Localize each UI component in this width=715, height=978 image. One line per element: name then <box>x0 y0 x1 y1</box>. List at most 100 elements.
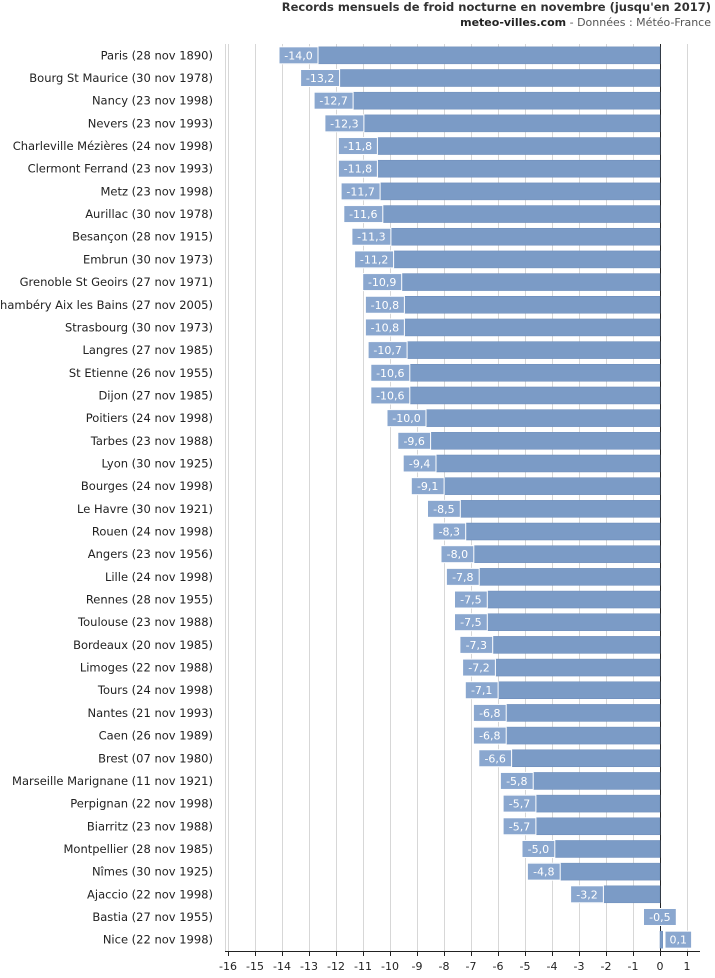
category-label: Biarritz (23 nov 1988) <box>87 819 213 833</box>
data-label-box <box>351 227 392 246</box>
data-label-box <box>362 273 403 292</box>
data-label-box <box>364 295 405 314</box>
data-label-box <box>570 885 604 904</box>
category-label: Langres (27 nov 1985) <box>82 343 213 357</box>
bar <box>430 500 661 518</box>
category-label: Nîmes (30 nov 1925) <box>92 865 213 879</box>
data-label: -10,0 <box>392 412 420 425</box>
data-label-box <box>472 726 507 745</box>
bar <box>457 590 661 609</box>
category-label: Brest (07 nov 1980) <box>98 751 213 765</box>
category-label: Lille (24 nov 1998) <box>105 570 213 584</box>
bar <box>443 545 661 563</box>
data-label-box <box>664 930 693 949</box>
data-label: -6,6 <box>484 752 505 765</box>
data-label-box <box>643 907 677 926</box>
data-label-box <box>300 69 341 88</box>
category-label: Nancy (23 nov 1998) <box>92 94 213 108</box>
category-label: Ajaccio (22 nov 1998) <box>87 887 213 901</box>
category-label: Grenoble St Geoirs (27 nov 1971) <box>20 275 213 289</box>
category-label: Perpignan (22 nov 1998) <box>70 797 213 811</box>
data-label-box <box>386 409 427 428</box>
bar <box>373 386 661 405</box>
category-label: Metz (23 nov 1998) <box>100 184 213 198</box>
category-label: Nice (22 nov 1998) <box>103 933 213 947</box>
data-label: -7,1 <box>471 684 492 697</box>
category-label: Chambéry Aix les Bains (27 nov 2005) <box>0 298 213 312</box>
bar <box>368 296 661 314</box>
data-label: -11,8 <box>344 140 372 153</box>
category-label: Nantes (21 nov 1993) <box>88 706 213 720</box>
x-tick-label: -3 <box>574 960 585 973</box>
bar <box>373 364 661 382</box>
x-tick-label: -10 <box>381 960 399 973</box>
category-label: Charleville Mézières (24 nov 1998) <box>13 139 213 153</box>
data-label: -9,1 <box>417 480 438 493</box>
x-tick-label: -6 <box>493 960 504 973</box>
data-label-box <box>397 431 432 450</box>
data-label: -12,7 <box>319 95 347 108</box>
data-label: -8,0 <box>447 548 468 561</box>
x-tick-label: 1 <box>684 960 691 973</box>
data-label-box <box>337 159 378 178</box>
x-tick-label: -5 <box>520 960 531 973</box>
chart-header: Records mensuels de froid nocturne en no… <box>282 0 711 30</box>
x-tick-label: -13 <box>300 960 318 973</box>
data-label: -10,7 <box>373 344 401 357</box>
chart-subtitle: meteo-villes.com - Données : Météo-Franc… <box>282 15 711 30</box>
data-label-box <box>343 205 384 224</box>
bar <box>281 46 661 65</box>
data-label-box <box>445 567 480 586</box>
data-label-box <box>354 250 395 269</box>
data-label: -5,8 <box>506 775 527 788</box>
bar <box>368 318 661 337</box>
data-label: -7,3 <box>466 639 487 652</box>
category-label: Besançon (28 nov 1915) <box>72 230 213 244</box>
category-label: Paris (28 nov 1890) <box>101 48 213 62</box>
category-label: Marseille Marignane (11 nov 1921) <box>12 774 213 788</box>
category-label: Rennes (28 nov 1955) <box>86 593 213 607</box>
data-label: -9,6 <box>403 435 424 448</box>
source-site: meteo-villes.com <box>460 16 567 29</box>
x-tick-label: -14 <box>273 960 291 973</box>
data-label: -12,3 <box>330 117 358 130</box>
bar <box>405 454 661 473</box>
data-label-box <box>502 817 537 836</box>
category-label: Montpellier (28 nov 1985) <box>64 842 214 856</box>
data-label: -7,2 <box>468 662 489 675</box>
data-label-box <box>459 635 494 654</box>
data-label-box <box>526 862 561 881</box>
category-label: Poitiers (24 nov 1998) <box>86 411 213 425</box>
bar <box>354 227 661 246</box>
data-label-box <box>478 749 513 768</box>
category-label: Angers (23 nov 1956) <box>88 547 213 561</box>
bar <box>341 159 661 178</box>
data-label: -3,2 <box>576 888 597 901</box>
data-label: 0,1 <box>670 934 688 947</box>
data-label-box <box>402 454 437 473</box>
bar <box>316 91 661 110</box>
category-label: Nevers (23 nov 1993) <box>88 116 213 130</box>
bar <box>327 114 661 133</box>
category-label: Rouen (24 nov 1998) <box>92 525 213 539</box>
data-label: -11,8 <box>344 163 372 176</box>
x-tick-label: -12 <box>327 960 345 973</box>
category-label: Aurillac (30 nov 1978) <box>85 207 213 221</box>
bar <box>400 432 661 450</box>
data-label: -6,8 <box>479 730 500 743</box>
bar <box>343 182 661 201</box>
x-tick-label: -11 <box>354 960 372 973</box>
data-label-box <box>440 545 475 564</box>
bar <box>449 568 661 586</box>
x-tick-label: -9 <box>412 960 423 973</box>
category-label: Bourg St Maurice (30 nov 1978) <box>29 71 213 85</box>
bar <box>357 250 661 269</box>
data-label-box <box>337 137 378 156</box>
x-tick-label: 0 <box>657 960 664 973</box>
data-label-box <box>454 590 488 609</box>
bar <box>435 522 661 541</box>
chart-title: Records mensuels de froid nocturne en no… <box>281 0 711 14</box>
category-label: Caen (26 nov 1989) <box>99 729 213 743</box>
x-tick-label: -2 <box>601 960 612 973</box>
